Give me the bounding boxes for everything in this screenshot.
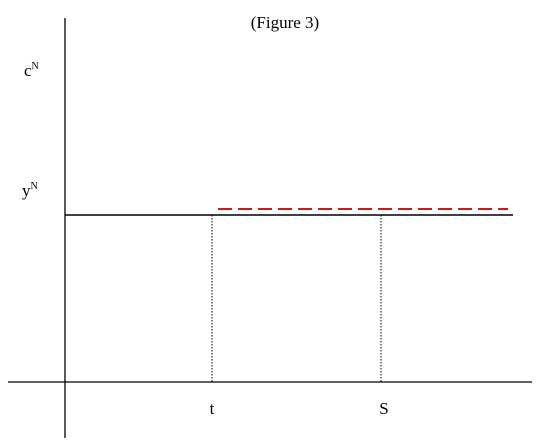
x-label-s: S: [379, 399, 388, 418]
label-base: y: [22, 181, 31, 200]
label-base: c: [24, 61, 32, 80]
label-sup: N: [31, 181, 38, 192]
title: (Figure 3): [251, 13, 319, 32]
x-label-t: t: [210, 399, 215, 418]
label-sup: N: [32, 61, 39, 72]
y-label-c: cN: [24, 61, 39, 80]
y-label-y: yN: [22, 181, 38, 200]
